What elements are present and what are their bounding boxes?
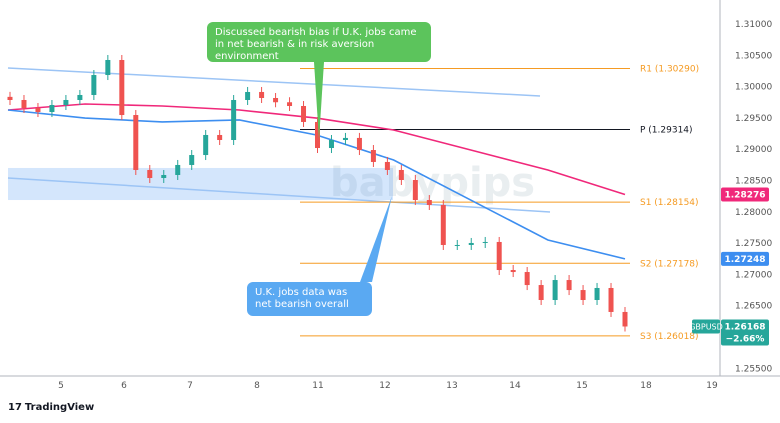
candle-body bbox=[217, 134, 223, 140]
candle-body bbox=[259, 91, 265, 98]
x-tick-label: 14 bbox=[509, 381, 521, 391]
candle-body bbox=[454, 244, 460, 246]
ma-fast-price-tag-bg bbox=[721, 251, 769, 266]
candle-body bbox=[566, 280, 572, 291]
candle-body bbox=[49, 105, 55, 113]
y-tick-label: 1.31000 bbox=[735, 20, 772, 30]
candle-body bbox=[231, 99, 237, 140]
x-tick-label: 8 bbox=[254, 381, 260, 391]
lower-trendline bbox=[7, 177, 551, 213]
last-price-tag: 1.26168 bbox=[725, 322, 766, 332]
candle-body bbox=[622, 311, 628, 327]
support-zone bbox=[8, 167, 393, 201]
pivot-label: S3 (1.26018) bbox=[640, 332, 699, 342]
ma-slow-price-tag-bg bbox=[721, 187, 769, 202]
candle-body bbox=[510, 270, 516, 273]
candle-body bbox=[594, 287, 600, 301]
ma-slow-price-tag: 1.28276 bbox=[725, 191, 766, 201]
candle-body bbox=[328, 139, 334, 149]
x-tick-label: 7 bbox=[187, 381, 193, 391]
y-tick-label: 1.29500 bbox=[735, 114, 772, 124]
x-tick-label: 11 bbox=[312, 381, 323, 391]
candle-body bbox=[133, 115, 139, 170]
candle-body bbox=[21, 99, 27, 109]
candle-body bbox=[203, 134, 209, 156]
green-callout-pointer bbox=[314, 62, 324, 140]
candle-body bbox=[161, 174, 167, 178]
x-tick-label: 6 bbox=[121, 381, 127, 391]
candle-body bbox=[91, 75, 97, 95]
y-tick-label: 1.27500 bbox=[735, 239, 772, 249]
candle-body bbox=[77, 94, 83, 100]
candle-body bbox=[273, 97, 279, 103]
candle-body bbox=[105, 59, 111, 76]
candle-body bbox=[412, 179, 418, 201]
candle-body bbox=[7, 96, 13, 100]
y-tick-label: 1.28000 bbox=[735, 208, 772, 218]
candle-body bbox=[524, 272, 530, 286]
candle-body bbox=[175, 164, 181, 175]
y-tick-label: 1.29000 bbox=[735, 145, 772, 155]
candle-body bbox=[147, 169, 153, 178]
y-tick-label: 1.25500 bbox=[735, 364, 772, 374]
candle-body bbox=[482, 241, 488, 243]
candle-body bbox=[356, 137, 362, 151]
candle-body bbox=[119, 59, 125, 116]
candle-body bbox=[384, 161, 390, 170]
candle-body bbox=[496, 241, 502, 271]
y-tick-label: 1.30000 bbox=[735, 83, 772, 93]
y-tick-label: 1.28500 bbox=[735, 177, 772, 187]
candle-body bbox=[398, 169, 404, 180]
slow-moving-average bbox=[7, 103, 626, 196]
pivot-label: R1 (1.30290) bbox=[640, 64, 699, 74]
candle-body bbox=[35, 108, 41, 113]
tv-icon: 17 bbox=[8, 402, 22, 413]
y-tick-label: 1.27000 bbox=[735, 270, 772, 280]
candle-body bbox=[245, 91, 251, 100]
candle-body bbox=[287, 102, 293, 107]
x-tick-label: 12 bbox=[379, 381, 390, 391]
watermark: babypips bbox=[330, 160, 535, 206]
y-tick-label: 1.30500 bbox=[735, 51, 772, 61]
upper-trendline bbox=[7, 67, 541, 97]
annotation-blue: U.K. jobs data was net bearish overall bbox=[247, 282, 372, 316]
ma-fast-price-tag: 1.27248 bbox=[725, 255, 766, 265]
candle-body bbox=[301, 106, 307, 122]
x-tick-label: 19 bbox=[706, 381, 718, 391]
pivot-label: P (1.29314) bbox=[640, 126, 693, 136]
brand-name: TradingView bbox=[24, 402, 95, 413]
pivot-label: S2 (1.27178) bbox=[640, 259, 699, 269]
candle-body bbox=[580, 290, 586, 301]
tradingview-logo[interactable]: 17 TradingView bbox=[8, 402, 94, 413]
x-tick-label: 5 bbox=[58, 381, 64, 391]
candle-body bbox=[538, 285, 544, 301]
candle-body bbox=[63, 99, 69, 106]
candle-body bbox=[342, 137, 348, 140]
x-tick-label: 13 bbox=[446, 381, 457, 391]
blue-callout-pointer bbox=[360, 196, 392, 282]
candle-body bbox=[315, 121, 320, 149]
annotation-green: Discussed bearish bias if U.K. jobs came… bbox=[207, 22, 431, 62]
candle-body bbox=[370, 150, 376, 162]
last-price-tag-bg bbox=[721, 319, 769, 346]
candle-body bbox=[468, 242, 474, 245]
change-label: −2.66% bbox=[726, 334, 765, 344]
y-tick-label: 1.26500 bbox=[735, 302, 772, 312]
x-tick-label: 18 bbox=[640, 381, 652, 391]
pivot-label: S1 (1.28154) bbox=[640, 198, 699, 208]
candle-body bbox=[426, 200, 432, 205]
symbol-tag-bg bbox=[692, 319, 720, 334]
x-tick-label: 15 bbox=[576, 381, 587, 391]
symbol-tag: GBPUSD bbox=[689, 322, 723, 331]
candle-body bbox=[189, 155, 195, 165]
candle-body bbox=[440, 204, 446, 245]
candle-body bbox=[552, 280, 558, 301]
candle-body bbox=[608, 287, 614, 312]
